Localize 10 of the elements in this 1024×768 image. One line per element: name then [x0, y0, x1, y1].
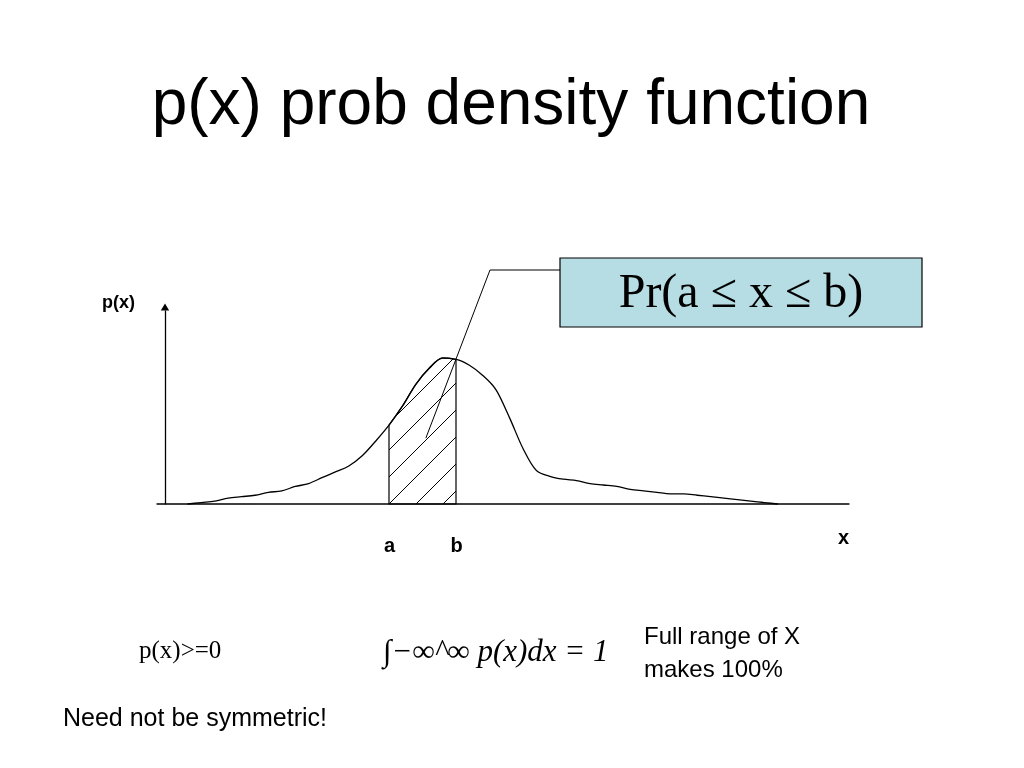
- text: p(x)>=0: [139, 636, 222, 664]
- y-axis-title: p(x): [102, 291, 135, 312]
- x-axis-title: x: [837, 525, 850, 548]
- text: Need not be symmetric!: [63, 703, 327, 731]
- text: ∫−∞^∞ p(x)dx = 1: [381, 633, 609, 670]
- text: Full range of X makes 100%: [644, 622, 801, 682]
- x-tick-label: a: [383, 533, 396, 556]
- x-tick-label: b: [450, 533, 463, 556]
- text: Pr(a ≤ x ≤ b): [618, 263, 864, 318]
- chart-title: p(x) prob density function: [151, 66, 871, 138]
